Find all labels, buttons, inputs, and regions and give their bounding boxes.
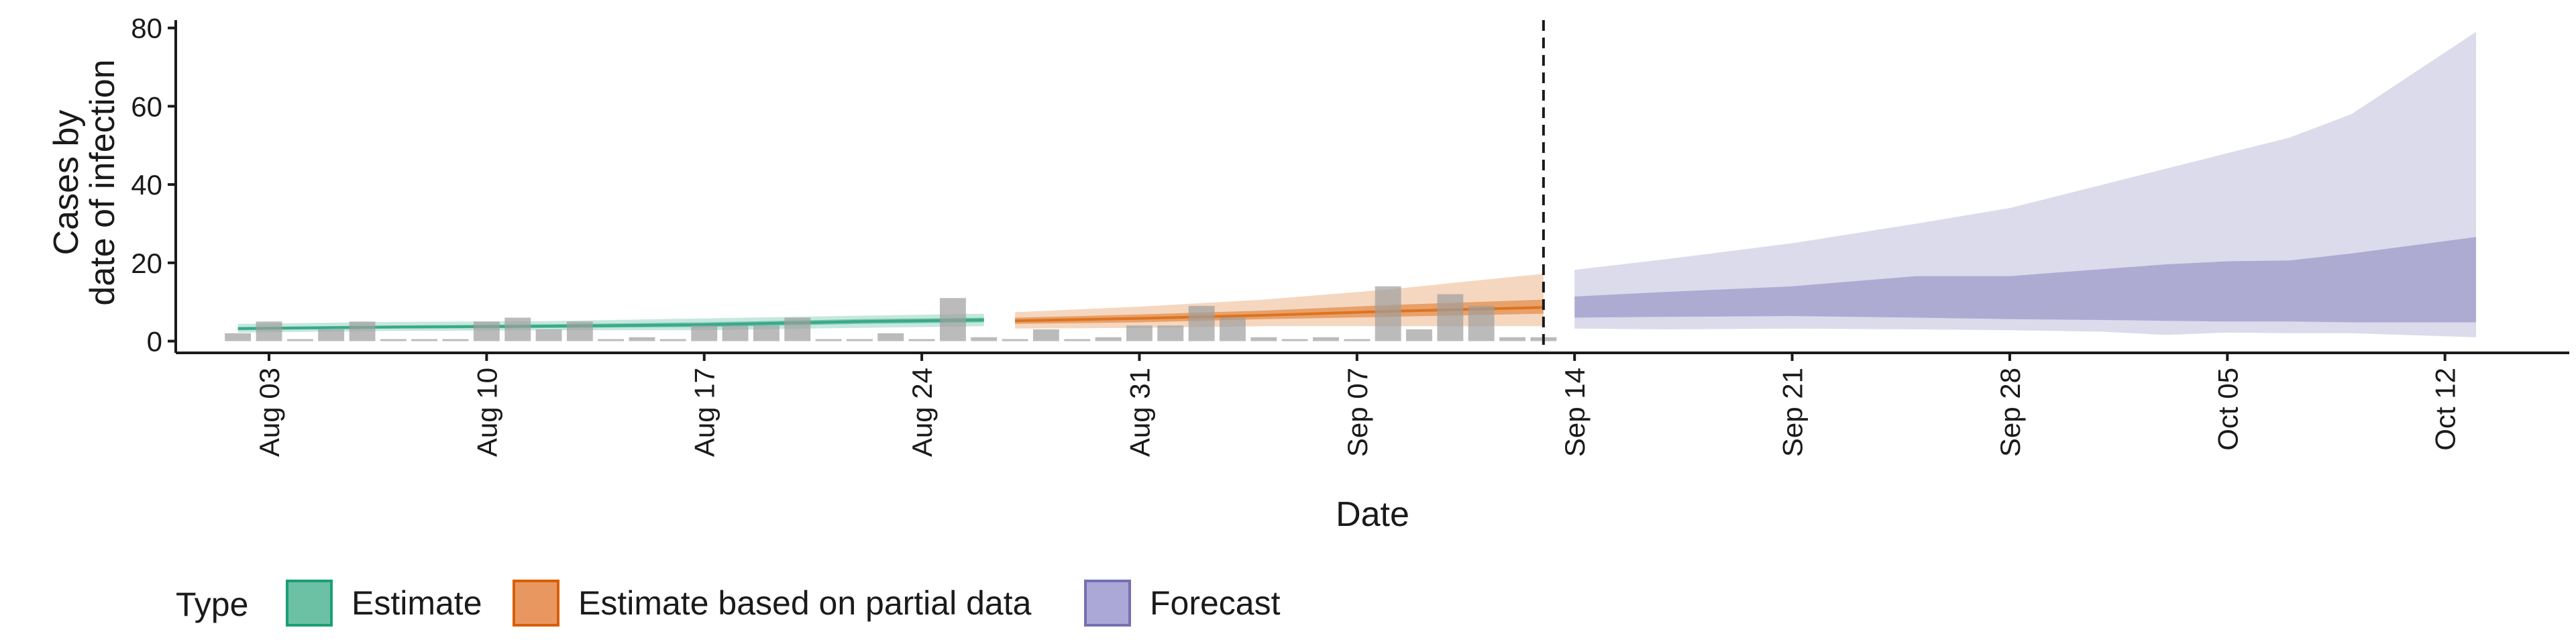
case-bar	[1437, 294, 1464, 341]
case-bar	[598, 339, 625, 341]
case-bar	[225, 333, 252, 341]
case-bar	[411, 339, 438, 341]
y-tick-label: 40	[131, 169, 162, 201]
series-1	[1015, 274, 1544, 329]
series-2-outer-band	[1574, 32, 2476, 337]
series-2-inner-band	[1574, 237, 2476, 323]
y-tick-label: 20	[131, 248, 162, 279]
series-1-outer-band	[1015, 274, 1544, 329]
x-tick-label: Aug 10	[471, 368, 502, 457]
case-bar	[380, 339, 407, 341]
legend-key	[513, 580, 559, 627]
case-bar	[629, 337, 655, 341]
case-bar	[1064, 339, 1091, 341]
case-bar	[1406, 329, 1432, 341]
case-bar	[1344, 339, 1371, 341]
case-bar	[473, 321, 500, 341]
legend-label: Estimate based on partial data	[578, 584, 1032, 622]
case-bar	[971, 337, 998, 341]
case-bar	[535, 329, 562, 341]
x-tick-label: Oct 12	[2430, 368, 2461, 451]
case-bar	[691, 325, 718, 341]
reported-case-bars	[225, 286, 1557, 341]
case-bar	[1468, 306, 1495, 341]
plot-area	[225, 20, 2476, 353]
x-tick-label: Oct 05	[2212, 368, 2243, 451]
y-axis-title-line-1: Cases by	[47, 110, 86, 256]
y-tick-label: 80	[131, 13, 162, 44]
x-tick-label: Aug 31	[1124, 368, 1156, 457]
case-bar	[286, 339, 313, 341]
x-tick-label: Aug 17	[689, 368, 720, 457]
legend-title: Type	[176, 586, 248, 623]
case-bar	[1157, 325, 1184, 341]
case-bar	[318, 329, 345, 341]
case-bar	[940, 298, 966, 341]
legend-label: Estimate	[352, 584, 482, 622]
x-tick-label: Sep 14	[1559, 368, 1591, 457]
case-bar	[784, 317, 811, 341]
case-bar	[504, 317, 531, 341]
case-bar	[1281, 339, 1308, 341]
case-bar	[566, 321, 593, 341]
series-2	[1574, 32, 2476, 337]
x-axis-title: Date	[1336, 495, 1409, 534]
case-bar	[442, 339, 469, 341]
case-bar	[659, 339, 686, 341]
x-tick-label: Sep 21	[1777, 368, 1809, 457]
case-bar	[256, 321, 282, 341]
case-bar	[1250, 337, 1277, 341]
x-tick-label: Aug 03	[254, 368, 285, 457]
case-bar	[815, 339, 842, 341]
axes: 0 20 40 60 80 Aug 03 Aug 10 Aug 17 Aug 24 Aug 31 S…	[131, 13, 2569, 457]
x-tick-label: Sep 07	[1342, 368, 1373, 457]
case-bar	[1095, 337, 1122, 341]
x-tick-label: Aug 24	[906, 368, 938, 457]
case-bar	[349, 321, 376, 341]
legend-key	[286, 580, 333, 627]
legend-label: Forecast	[1150, 584, 1281, 622]
case-bar	[847, 339, 873, 341]
case-bar	[1499, 337, 1525, 341]
case-bar	[1375, 286, 1401, 341]
case-bar	[1313, 337, 1339, 341]
legend: Type Estimate Estimate based on partial d…	[176, 580, 1281, 627]
case-bar	[908, 339, 935, 341]
y-axis-title-line-2: date of infection	[83, 59, 122, 305]
case-bar	[1126, 325, 1152, 341]
x-tick-label: Sep 28	[1994, 368, 2026, 457]
case-bar	[753, 325, 780, 341]
case-bar	[722, 325, 749, 341]
case-bar	[877, 333, 904, 341]
legend-key	[1084, 580, 1131, 627]
y-tick-label: 60	[131, 91, 162, 122]
case-bar	[1033, 329, 1059, 341]
case-bar	[1188, 306, 1215, 341]
case-bar	[1220, 317, 1246, 341]
case-bar	[1002, 339, 1028, 341]
y-tick-label: 0	[147, 325, 162, 357]
y-axis-title: Cases by date of infection	[47, 59, 122, 305]
